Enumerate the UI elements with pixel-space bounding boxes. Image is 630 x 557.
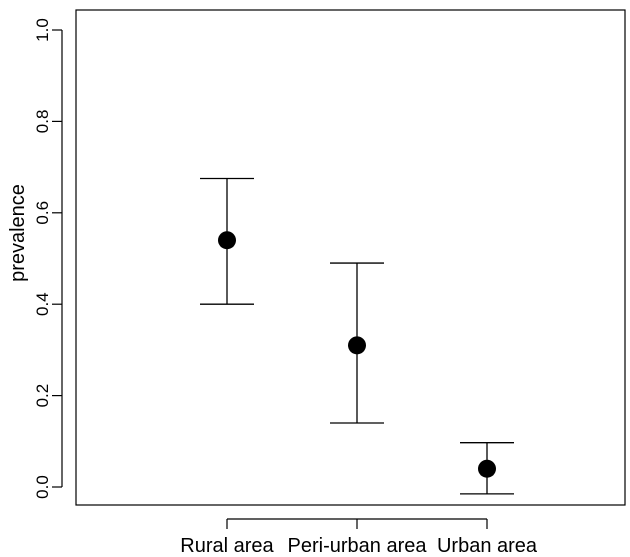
y-tick-label: 0.6 (33, 201, 52, 225)
y-tick-label: 0.8 (33, 110, 52, 134)
x-tick-label: Urban area (437, 535, 538, 552)
y-axis-label: prevalence (7, 184, 29, 282)
y-axis: 0.0 0.2 0.4 0.6 0.8 1.0 (33, 18, 63, 499)
y-tick-label: 0.0 (33, 475, 52, 499)
data-point (218, 231, 236, 250)
x-axis: Rural area Peri-urban area Urban area (180, 518, 538, 557)
x-tick-label: Rural area (180, 535, 274, 552)
plot-frame (75, 9, 626, 506)
data-point (478, 459, 496, 478)
y-tick-label: 0.2 (33, 384, 52, 408)
y-tick-label: 1.0 (33, 18, 52, 42)
data-point (348, 336, 366, 355)
x-tick-label: Peri-urban area (288, 535, 428, 552)
data-marks (200, 177, 514, 495)
y-tick-label: 0.4 (33, 292, 52, 316)
